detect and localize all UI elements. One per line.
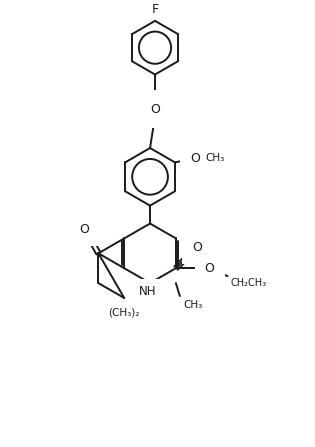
Text: O: O xyxy=(150,103,160,116)
Text: O: O xyxy=(190,152,200,165)
Text: O: O xyxy=(192,241,202,254)
Text: F: F xyxy=(152,3,158,16)
Text: O: O xyxy=(205,261,215,275)
Text: CH₃: CH₃ xyxy=(184,300,203,310)
Text: NH: NH xyxy=(139,285,157,298)
Text: O: O xyxy=(80,223,89,236)
Text: CH₃: CH₃ xyxy=(206,153,225,164)
Text: (CH₃)₂: (CH₃)₂ xyxy=(109,308,140,318)
Text: CH₂CH₃: CH₂CH₃ xyxy=(231,278,266,288)
